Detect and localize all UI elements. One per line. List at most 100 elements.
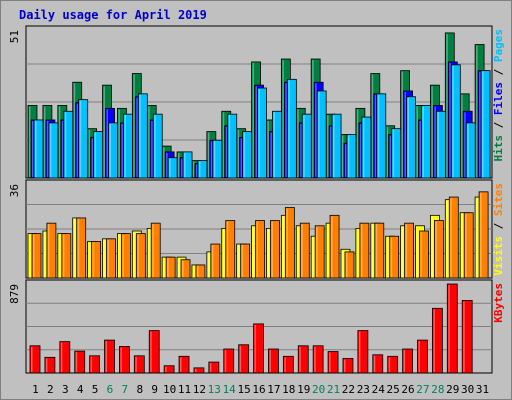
kbytes-bar (119, 346, 130, 374)
kbytes-bar (89, 355, 101, 374)
sites-bar (225, 220, 236, 279)
pages-bar (33, 119, 44, 179)
day-label: 19 (297, 383, 310, 396)
pages-bar (435, 110, 446, 179)
sites-bar (106, 238, 116, 279)
sites-bar (344, 251, 355, 279)
pages-bar (406, 96, 416, 179)
pages-bar (257, 87, 267, 179)
kbytes-bar (402, 348, 413, 374)
sites-bar (121, 233, 131, 279)
sites-bar (135, 233, 146, 279)
kbytes-bar (148, 330, 160, 374)
pages-bar (421, 105, 431, 179)
day-label: 28 (431, 383, 444, 396)
day-label: 31 (476, 383, 489, 396)
sites-bar (270, 220, 280, 279)
sites-bar (165, 256, 176, 279)
sites-bar (359, 222, 370, 279)
sites-bar (150, 222, 161, 279)
sites-bar (329, 214, 340, 279)
pages-bar (316, 90, 327, 179)
legend-hits: Hits (492, 135, 505, 162)
kbytes-bar (208, 361, 220, 374)
day-label: 30 (461, 383, 474, 396)
day-label: 18 (282, 383, 295, 396)
sites-bar (433, 220, 444, 279)
pages-bar (361, 116, 372, 179)
pages-bar (123, 113, 133, 179)
kbytes-bar (446, 283, 458, 374)
day-label: 11 (178, 383, 191, 396)
legend-kbytes: KBytes (492, 283, 505, 323)
day-label: 7 (122, 383, 129, 396)
kbytes-bar (163, 365, 175, 374)
kbytes-bar (133, 355, 145, 374)
sites-bar (404, 222, 414, 279)
day-label: 13 (208, 383, 221, 396)
day-label: 8 (136, 383, 143, 396)
pages-bar (331, 113, 342, 179)
pages-bar (227, 113, 238, 179)
panel-bottom-legend: KBytes (492, 283, 505, 323)
sites-bar (389, 235, 400, 279)
sites-bar (463, 212, 474, 279)
pages-bar (465, 122, 476, 179)
day-label: 1 (32, 383, 39, 396)
day-label: 17 (267, 383, 280, 396)
legend-files: Files (492, 82, 505, 115)
day-label: 22 (342, 383, 355, 396)
pages-bar (272, 110, 282, 179)
kbytes-bar (282, 355, 294, 374)
pages-bar (182, 151, 193, 179)
pages-bar (197, 160, 208, 179)
sites-bar (284, 207, 295, 279)
day-label: 6 (107, 383, 114, 396)
pages-bar (376, 93, 387, 179)
sites-bar (46, 222, 57, 279)
day-label: 9 (151, 383, 158, 396)
sites-bar (419, 230, 429, 279)
day-label: 20 (312, 383, 325, 396)
pages-bar (391, 128, 402, 179)
day-label: 3 (62, 383, 69, 396)
pages-bar (167, 157, 178, 179)
pages-bar (93, 131, 104, 179)
pages-bar (48, 122, 59, 179)
kbytes-bar (461, 300, 473, 374)
kbytes-bar (342, 358, 354, 374)
pages-bar (78, 99, 89, 179)
day-label: 15 (237, 383, 250, 396)
kbytes-bar (431, 307, 443, 374)
chart-title: Daily usage for April 2019 (19, 8, 207, 22)
day-label: 29 (446, 383, 459, 396)
sites-bar (61, 233, 72, 279)
day-label: 26 (401, 383, 414, 396)
legend-sites: Sites (492, 183, 505, 216)
sites-bar (210, 243, 221, 279)
pages-bar (480, 70, 491, 179)
day-label: 5 (92, 383, 99, 396)
sites-bar (240, 243, 251, 279)
sites-bar (314, 225, 325, 279)
sites-bar (478, 191, 489, 279)
kbytes-bar (312, 345, 324, 374)
kbytes-bar (387, 355, 399, 374)
panel-middle-legend: Visits / Sites (492, 183, 505, 276)
kbytes-bar (327, 351, 339, 374)
kbytes-bar (74, 350, 86, 374)
kbytes-bar (357, 330, 369, 374)
kbytes-bar (297, 345, 309, 374)
legend-pages: Pages (492, 29, 505, 62)
day-label: 24 (372, 383, 386, 396)
pages-bar (242, 131, 253, 179)
day-label: 23 (357, 383, 370, 396)
kbytes-bar (372, 354, 384, 374)
kbytes-bar (417, 339, 428, 374)
panel-bottom-ymax-label: 879 (8, 284, 21, 304)
day-label: 12 (193, 383, 206, 396)
sites-bar (180, 259, 191, 279)
legend-visits: Visits (492, 236, 505, 276)
sites-bar (255, 220, 265, 279)
